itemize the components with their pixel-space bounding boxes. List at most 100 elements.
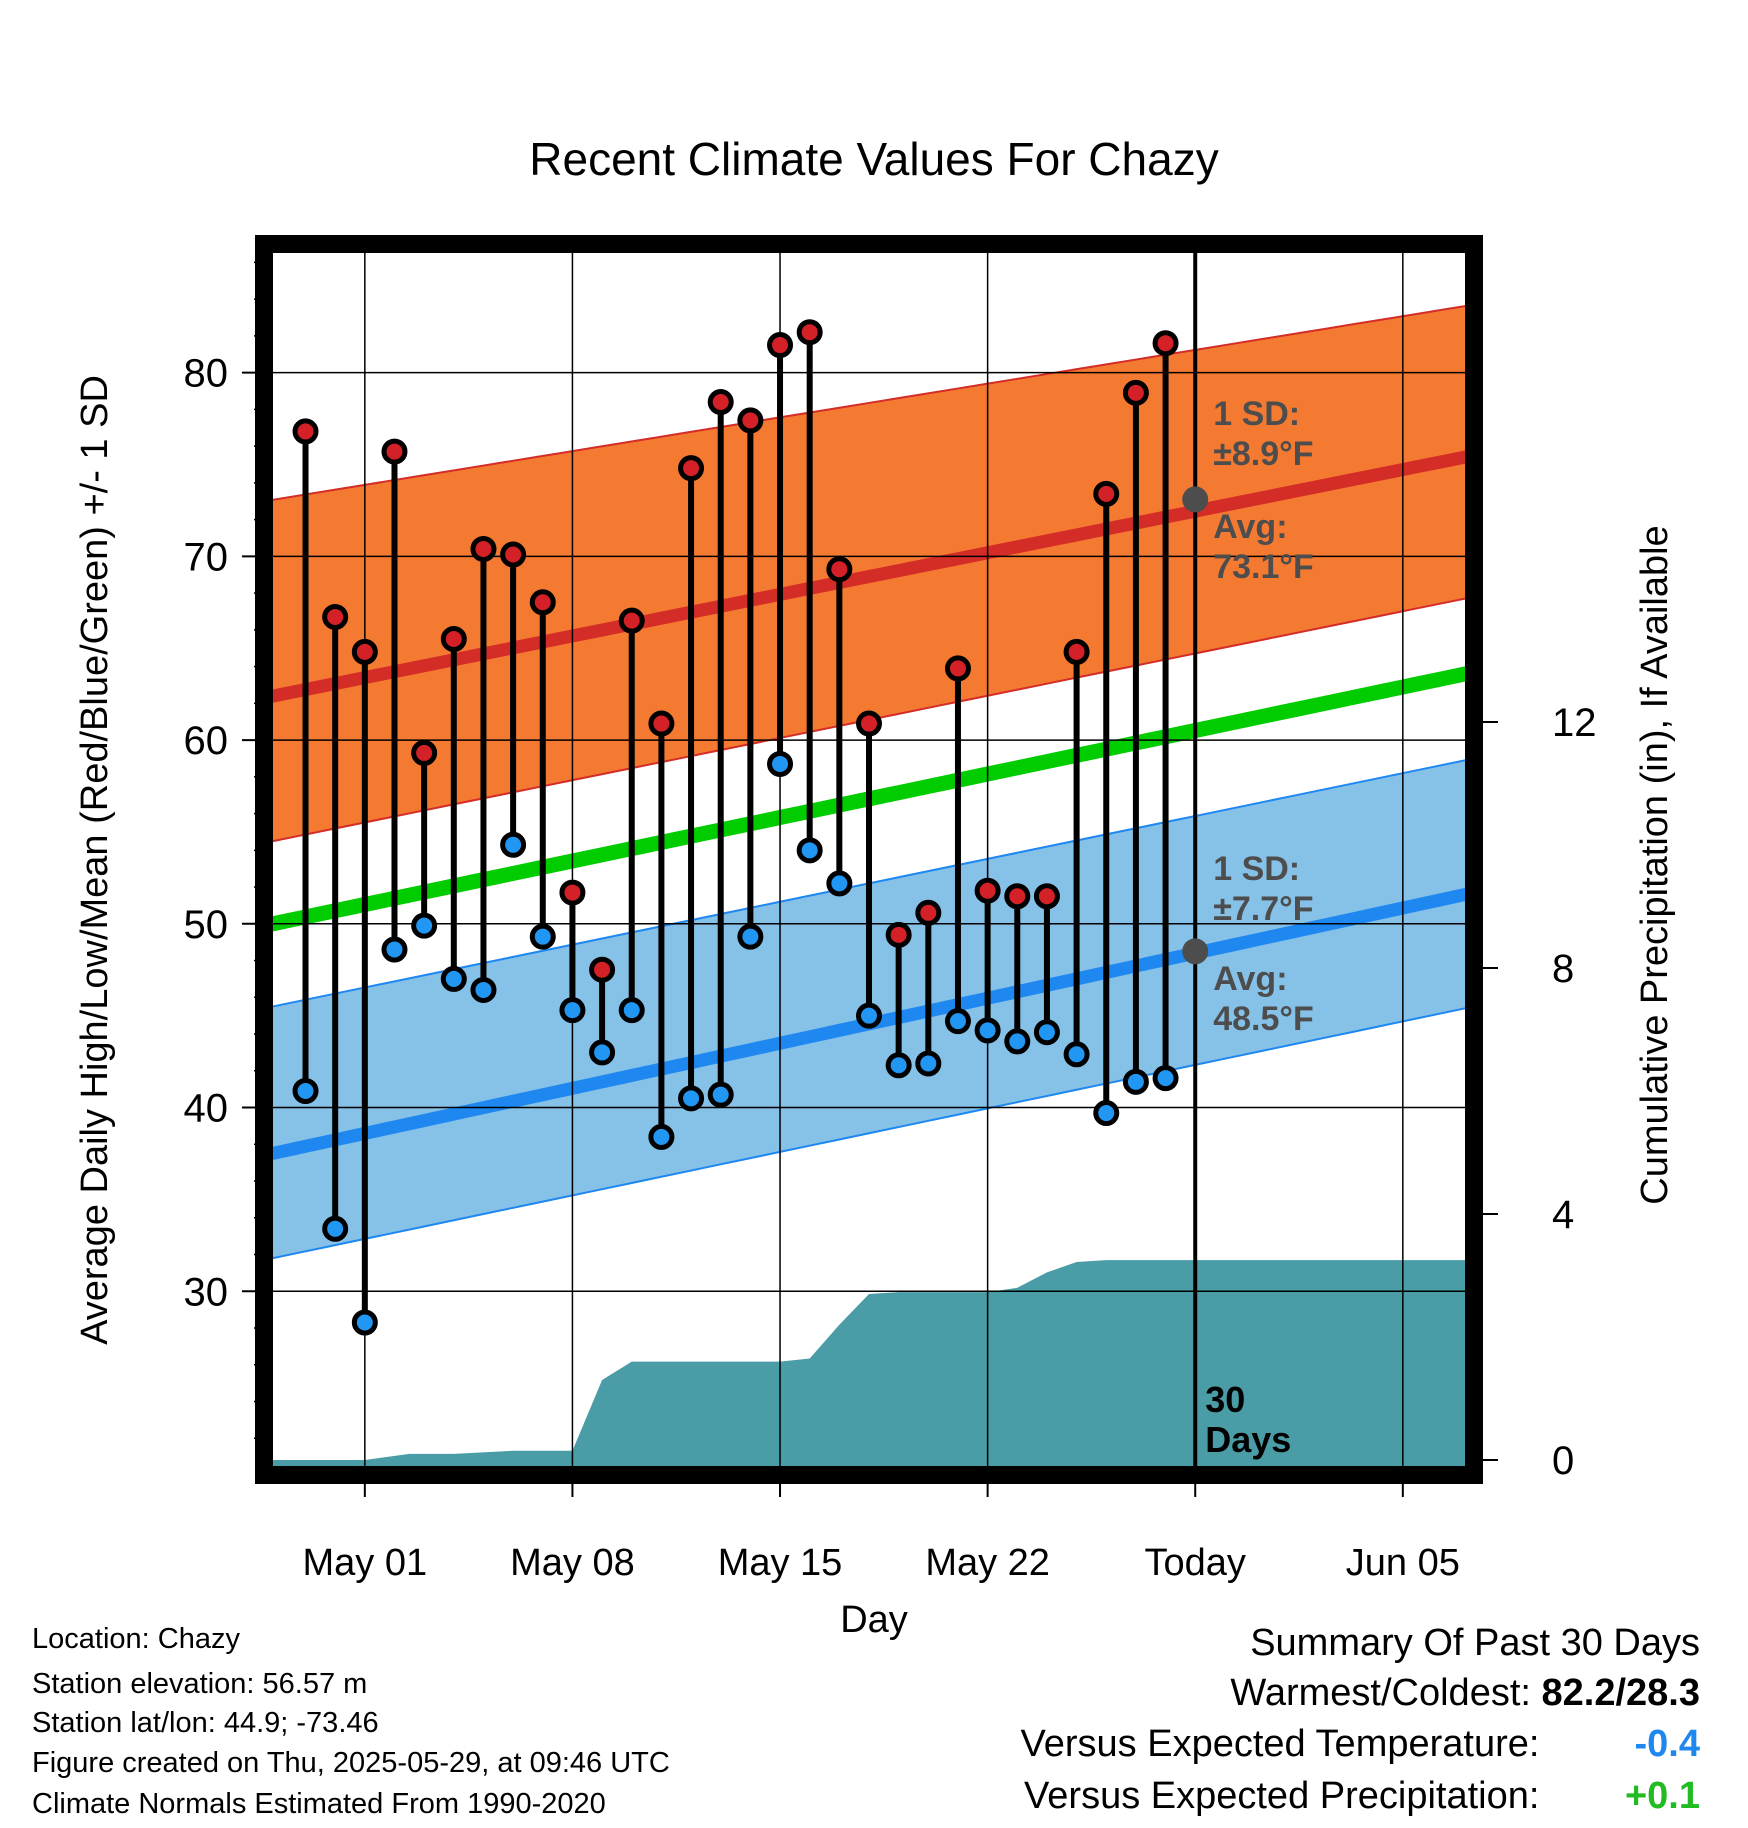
- period-label-days: Days: [1205, 1419, 1291, 1460]
- daily-low-point: [856, 1002, 882, 1029]
- x-tick-label: May 15: [718, 1542, 843, 1584]
- daily-high-point: [440, 626, 467, 653]
- daily-low-point: [559, 997, 586, 1024]
- daily-low-point: [974, 1017, 1001, 1044]
- high-sd-label: 1 SD:: [1213, 395, 1300, 433]
- daily-low-point: [1093, 1100, 1120, 1127]
- plot-frame: [255, 235, 1483, 1484]
- low-avg-value: 48.5°F: [1213, 1000, 1314, 1038]
- footer-normals: Climate Normals Estimated From 1990-2020: [32, 1788, 606, 1820]
- footer-elevation: Station elevation: 56.57 m: [32, 1668, 368, 1700]
- daily-high-point: [559, 879, 586, 906]
- y-tick-label-right: 8: [1552, 947, 1574, 991]
- daily-low-point: [1122, 1068, 1149, 1095]
- daily-high-point: [1152, 330, 1179, 357]
- y-tick-label-right: 0: [1552, 1439, 1574, 1483]
- y-tick-label-right: 12: [1552, 701, 1597, 745]
- x-tick-label: Today: [1145, 1542, 1246, 1584]
- daily-low-point: [351, 1309, 378, 1336]
- daily-high-point: [1093, 480, 1120, 507]
- precipitation-area: [264, 1260, 1474, 1475]
- daily-high-point: [915, 899, 942, 926]
- daily-low-point: [944, 1008, 971, 1035]
- daily-high-point: [1004, 883, 1031, 910]
- y-tick-label-left: 80: [184, 352, 229, 396]
- daily-high-point: [381, 438, 408, 465]
- period-label-number: 30: [1205, 1379, 1245, 1420]
- x-tick-label: May 22: [925, 1542, 1050, 1584]
- daily-low-point: [1004, 1028, 1031, 1055]
- footer-location: Location: Chazy: [32, 1623, 240, 1655]
- daily-low-point: [885, 1052, 912, 1079]
- daily-high-point: [944, 655, 971, 682]
- daily-high-point: [885, 921, 912, 948]
- footer-created: Figure created on Thu, 2025-05-29, at 09…: [32, 1747, 670, 1779]
- daily-high-point: [737, 407, 764, 434]
- x-tick-label: May 01: [303, 1542, 428, 1584]
- summary-title: Summary Of Past 30 Days: [1250, 1622, 1700, 1664]
- daily-high-point: [707, 389, 734, 416]
- y-tick-label-right: 4: [1552, 1193, 1574, 1237]
- daily-high-point: [856, 710, 882, 737]
- summary-temp: Versus Expected Temperature: -0.4: [1021, 1723, 1700, 1766]
- daily-high-point: [500, 541, 527, 568]
- high-sd-value: ±8.9°F: [1213, 435, 1313, 473]
- y-tick-label-left: 50: [184, 903, 229, 947]
- high-avg-label: Avg:: [1213, 508, 1287, 546]
- precip-versus-label: Versus Expected Precipitation:: [1024, 1775, 1540, 1817]
- daily-low-point: [707, 1081, 734, 1108]
- x-tick-label: May 08: [510, 1542, 635, 1584]
- daily-low-point: [529, 923, 556, 950]
- daily-low-point: [322, 1215, 349, 1242]
- daily-low-point: [915, 1050, 942, 1077]
- x-axis-label: Day: [840, 1599, 908, 1641]
- y-axis-left-label: Average Daily High/Low/Mean (Red/Blue/Gr…: [74, 375, 116, 1345]
- daily-low-point: [618, 997, 645, 1024]
- daily-low-point: [826, 870, 853, 897]
- y-axis-right-label: Cumulative Precipitation (in), If Availa…: [1634, 525, 1676, 1204]
- daily-high-point: [529, 589, 556, 616]
- temp-versus-value: -0.4: [1634, 1723, 1700, 1765]
- footer-latlon: Station lat/lon: 44.9; -73.46: [32, 1707, 379, 1739]
- daily-high-point: [411, 739, 438, 766]
- daily-low-point: [292, 1078, 319, 1105]
- daily-high-point: [292, 418, 319, 445]
- daily-low-point: [737, 923, 764, 950]
- daily-high-point: [351, 638, 378, 665]
- y-tick-label-left: 40: [184, 1087, 229, 1131]
- temp-versus-label: Versus Expected Temperature:: [1020, 1723, 1540, 1765]
- daily-high-point: [974, 877, 1001, 904]
- summary-precip: Versus Expected Precipitation: +0.1: [1024, 1775, 1700, 1818]
- daily-low-point: [678, 1085, 705, 1112]
- warmest-coldest-label: Warmest/Coldest:: [1230, 1672, 1531, 1714]
- precip-versus-value: +0.1: [1624, 1775, 1700, 1817]
- daily-low-point: [381, 936, 408, 963]
- daily-high-point: [470, 535, 497, 562]
- high-avg-value: 73.1°F: [1213, 548, 1314, 586]
- daily-high-point: [767, 332, 794, 359]
- high-avg-today-marker: [1182, 486, 1209, 513]
- low-avg-label: Avg:: [1213, 960, 1287, 998]
- daily-high-point: [1033, 883, 1060, 910]
- daily-high-point: [678, 455, 705, 482]
- daily-high-point: [826, 556, 853, 583]
- daily-high-point: [589, 956, 616, 983]
- y-tick-label-left: 70: [184, 535, 229, 579]
- daily-high-point: [648, 710, 675, 737]
- low-avg-today-marker: [1182, 938, 1209, 965]
- daily-low-point: [440, 965, 467, 992]
- low-sd-value: ±7.7°F: [1213, 890, 1313, 928]
- high-average-line: [262, 448, 1476, 705]
- daily-low-point: [1063, 1041, 1090, 1068]
- daily-low-point: [411, 912, 438, 939]
- daily-low-point: [470, 976, 497, 1003]
- daily-high-point: [796, 319, 823, 346]
- daily-low-point: [796, 837, 823, 864]
- daily-low-point: [767, 750, 794, 777]
- chart-title: Recent Climate Values For Chazy: [529, 133, 1218, 185]
- low-sd-label: 1 SD:: [1213, 850, 1300, 888]
- daily-low-point: [648, 1123, 675, 1150]
- daily-low-point: [500, 831, 527, 858]
